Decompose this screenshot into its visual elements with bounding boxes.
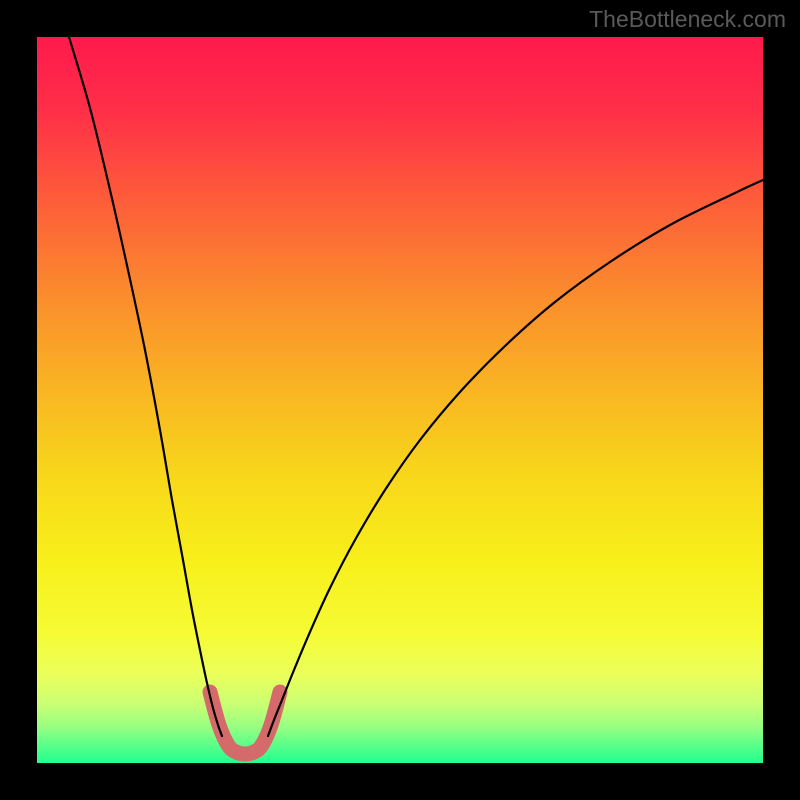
chart-svg (0, 0, 800, 800)
plot-area (37, 37, 763, 763)
chart-root: TheBottleneck.com (0, 0, 800, 800)
watermark-text: TheBottleneck.com (589, 6, 786, 33)
